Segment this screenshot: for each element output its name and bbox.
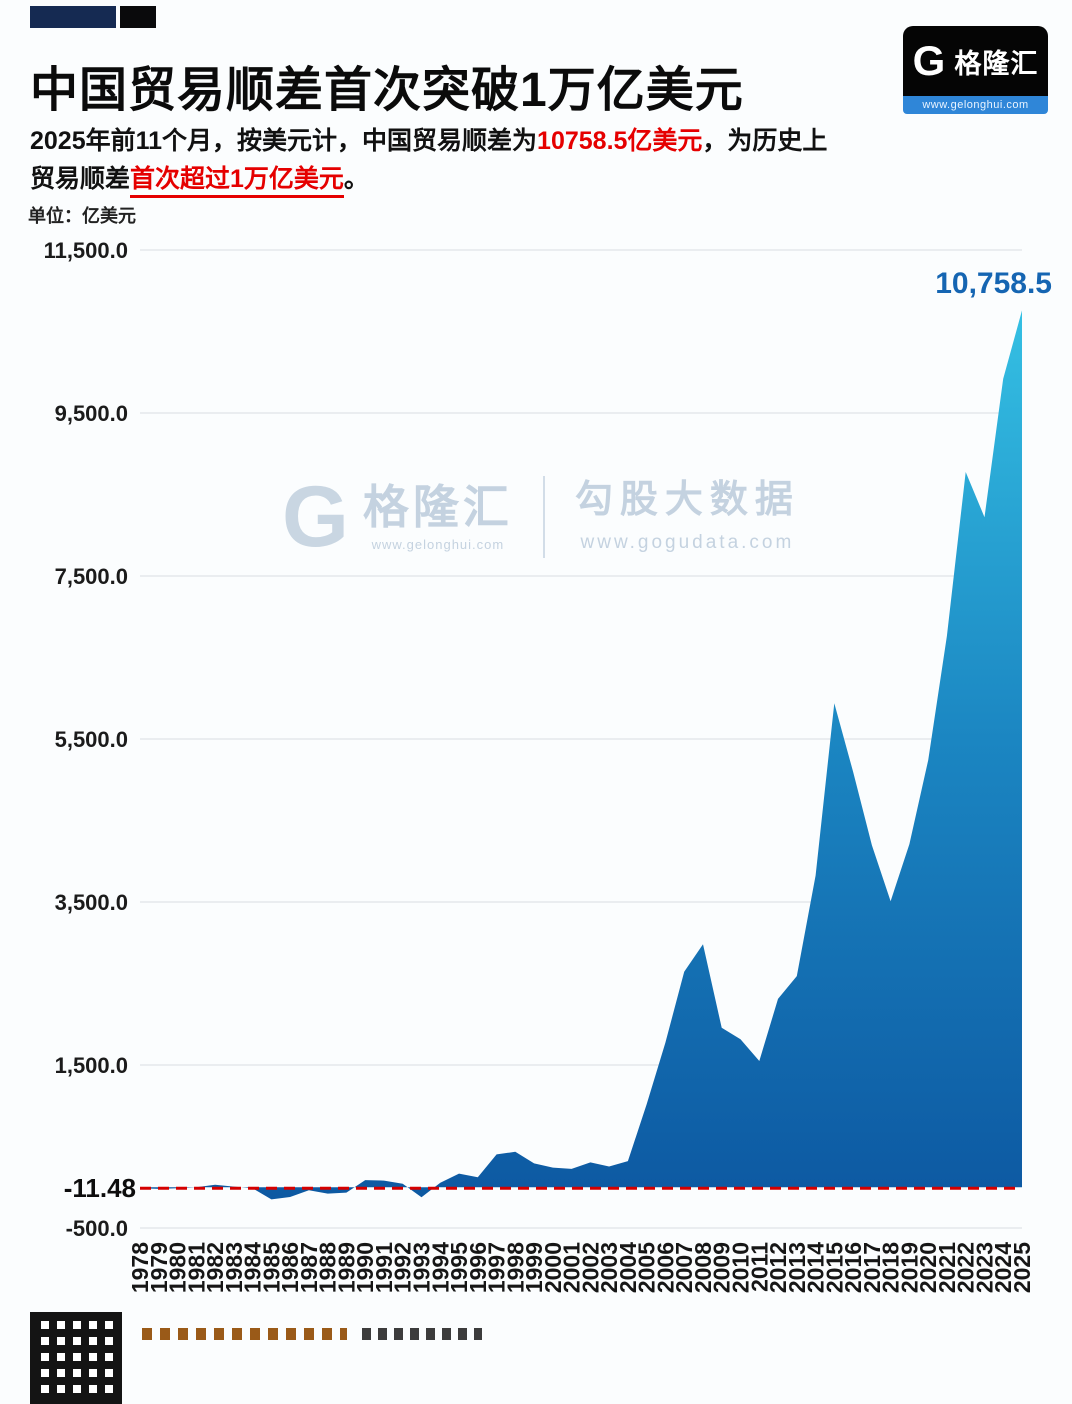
svg-text:1980: 1980 [165, 1242, 191, 1293]
svg-text:2002: 2002 [577, 1242, 603, 1293]
svg-text:1,500.0: 1,500.0 [55, 1053, 128, 1078]
subtitle-segment: 首次超过1万亿美元 [130, 165, 344, 198]
svg-text:1988: 1988 [315, 1242, 341, 1293]
svg-text:2008: 2008 [690, 1242, 716, 1293]
svg-text:2015: 2015 [821, 1242, 847, 1293]
svg-text:2004: 2004 [615, 1242, 641, 1293]
svg-text:2020: 2020 [915, 1242, 941, 1293]
svg-text:2021: 2021 [934, 1242, 960, 1293]
subtitle: 2025年前11个月，按美元计，中国贸易顺差为10758.5亿美元，为历史上贸易… [30, 122, 1030, 198]
svg-text:1991: 1991 [371, 1242, 397, 1293]
svg-text:1990: 1990 [352, 1242, 378, 1293]
svg-text:2010: 2010 [728, 1242, 754, 1293]
svg-text:2014: 2014 [803, 1242, 829, 1293]
svg-text:2001: 2001 [559, 1242, 585, 1293]
footer-clipped-text [142, 1328, 347, 1340]
header-deco-navy-block [30, 6, 116, 28]
trade-balance-area-chart: 11,500.0 9,500.0 7,500.0 5,500.0 3,500.0 1,50… [44, 238, 1052, 1293]
svg-text:2024: 2024 [990, 1242, 1016, 1293]
svg-text:-11.48: -11.48 [64, 1173, 136, 1203]
subtitle-segment: 贸易顺差 [30, 165, 131, 193]
svg-text:1983: 1983 [221, 1242, 247, 1293]
svg-text:1997: 1997 [484, 1242, 510, 1293]
svg-text:2018: 2018 [878, 1242, 904, 1293]
svg-text:1998: 1998 [502, 1242, 528, 1293]
svg-text:2012: 2012 [765, 1242, 791, 1293]
svg-text:2009: 2009 [709, 1242, 735, 1293]
unit-label: 单位：亿美元 [28, 206, 136, 226]
svg-text:1978: 1978 [127, 1242, 153, 1293]
qr-code-icon [30, 1312, 122, 1404]
svg-text:1984: 1984 [240, 1242, 266, 1293]
brand-url-bar: www.gelonghui.com [903, 96, 1048, 114]
footer-clipped-text [362, 1328, 482, 1340]
svg-text:2000: 2000 [540, 1242, 566, 1293]
svg-text:1982: 1982 [202, 1242, 228, 1293]
svg-text:2019: 2019 [896, 1242, 922, 1293]
subtitle-segment: 。 [343, 165, 369, 193]
brand-g-icon: G [912, 37, 946, 84]
brand-name: 格隆汇 [954, 48, 1039, 79]
svg-text:1994: 1994 [427, 1242, 453, 1293]
brand-url: www.gelonghui.com [922, 99, 1029, 111]
svg-text:2003: 2003 [596, 1242, 622, 1293]
svg-text:3,500.0: 3,500.0 [55, 890, 128, 915]
svg-text:10,758.5: 10,758.5 [935, 267, 1052, 300]
subtitle-segment: ，为历史上 [702, 127, 828, 155]
subtitle-segment: 2025年前11个月，按美元计，中国贸易顺差为 [30, 127, 538, 155]
svg-text:1981: 1981 [183, 1242, 209, 1293]
svg-text:1986: 1986 [277, 1242, 303, 1293]
svg-text:2025: 2025 [1009, 1242, 1035, 1293]
svg-text:2016: 2016 [840, 1242, 866, 1293]
svg-text:1987: 1987 [296, 1242, 322, 1293]
svg-text:2007: 2007 [671, 1242, 697, 1293]
subtitle-segment: 10758.5亿美元 [537, 127, 703, 155]
svg-text:2023: 2023 [972, 1242, 998, 1293]
svg-text:1989: 1989 [333, 1242, 359, 1293]
svg-text:2017: 2017 [859, 1242, 885, 1293]
svg-text:2005: 2005 [634, 1242, 660, 1293]
svg-text:2006: 2006 [652, 1242, 678, 1293]
svg-text:1999: 1999 [521, 1242, 547, 1293]
svg-text:1985: 1985 [258, 1242, 284, 1293]
svg-text:2013: 2013 [784, 1242, 810, 1293]
svg-text:11,500.0: 11,500.0 [44, 238, 128, 263]
header-deco-black-block [120, 6, 156, 28]
svg-text:1992: 1992 [390, 1242, 416, 1293]
svg-text:2011: 2011 [746, 1242, 772, 1292]
svg-text:1996: 1996 [465, 1242, 491, 1293]
page-title: 中国贸易顺差首次突破1万亿美元 [30, 64, 744, 117]
svg-text:1993: 1993 [409, 1242, 435, 1293]
svg-text:9,500.0: 9,500.0 [55, 401, 128, 426]
svg-text:7,500.0: 7,500.0 [55, 564, 128, 589]
svg-text:-500.0: -500.0 [66, 1216, 128, 1241]
svg-text:1995: 1995 [446, 1242, 472, 1293]
svg-text:2022: 2022 [953, 1242, 979, 1293]
svg-text:1979: 1979 [146, 1242, 172, 1293]
svg-text:5,500.0: 5,500.0 [55, 727, 128, 752]
brand-logo: G 格隆汇 [903, 26, 1048, 96]
